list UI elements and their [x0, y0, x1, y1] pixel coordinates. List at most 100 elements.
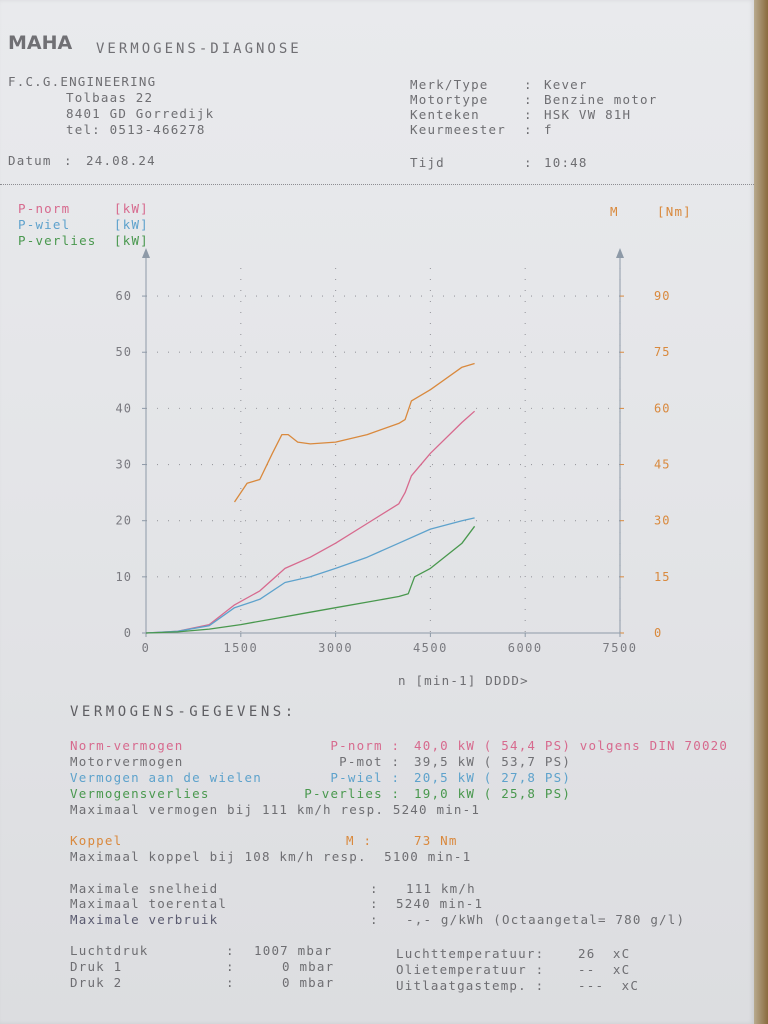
cond-label-oiltemp: Olietemperatuur : — [396, 962, 545, 977]
cond-colon: : — [226, 959, 235, 974]
y-tick-label-right: 30 — [654, 514, 670, 528]
cond-value-airtemp: 26 xC — [578, 946, 631, 961]
legend-torque-name: M — [610, 204, 619, 219]
chart-axes — [142, 248, 624, 634]
vehicle-colon: : — [524, 92, 533, 107]
vehicle-label-plate: Kenteken — [410, 107, 480, 122]
y-tick-label-right: 45 — [654, 458, 670, 472]
vehicle-value-make: Kever — [544, 77, 588, 92]
cond-colon: : — [226, 975, 235, 990]
y-axis-left-arrow — [142, 248, 150, 258]
y-tick-label-right: 60 — [654, 401, 670, 415]
koppel-value: 73 Nm — [414, 833, 458, 848]
vehicle-value-inspector: f — [544, 122, 553, 137]
max-power-line: Maximaal vermogen bij 111 km/h resp. 524… — [70, 802, 481, 817]
cond-label-pressure2: Druk 2 — [70, 975, 123, 990]
power-torque-chart: 0 10 20 30 40 50 60 0 15 30 45 60 75 90 0 1500 3000 4500 6… — [116, 248, 670, 655]
legend-pwiel-name: P-wiel — [18, 217, 71, 232]
paper-edge — [754, 0, 768, 1024]
x-tick-label: 1500 — [223, 641, 258, 655]
vehicle-value-engine: Benzine motor — [544, 92, 658, 107]
koppel-key: M : — [346, 833, 373, 848]
date-value: 24.08.24 — [86, 153, 156, 168]
chart-ticks: 0 10 20 30 40 50 60 0 15 30 45 60 75 90 0 1500 3000 4500 6… — [116, 289, 670, 655]
x-tick-label: 3000 — [318, 641, 353, 655]
brand-logo: MAHA — [8, 32, 73, 54]
company-city: 8401 GD Gorredijk — [66, 106, 215, 121]
extra-label-speed: Maximale snelheid — [70, 881, 219, 896]
extra-label-consumption: Maximale verbruik — [70, 912, 219, 927]
cond-label-airpressure: Luchtdruk — [70, 943, 149, 958]
vehicle-colon: : — [524, 122, 533, 137]
result-key: P-verlies : — [304, 786, 401, 801]
vehicle-label-make: Merk/Type — [410, 77, 489, 92]
result-value: 19,0 kW ( 25,8 PS) — [414, 786, 572, 801]
chart-grid — [146, 268, 621, 633]
date-colon: : — [64, 153, 73, 168]
koppel-label: Koppel — [70, 833, 123, 848]
vehicle-colon: : — [524, 107, 533, 122]
series-line-p-wiel — [145, 517, 475, 634]
vehicle-colon: : — [524, 77, 533, 92]
extra-value-speed: 111 km/h — [406, 881, 476, 896]
time-label: Tijd — [410, 155, 445, 170]
legend-pnorm-name: P-norm — [18, 201, 71, 216]
y-tick-label-left: 0 — [124, 626, 132, 640]
y-axis-right-arrow — [616, 248, 624, 258]
result-label: Vermogen aan de wielen — [70, 770, 262, 785]
result-value: 39,5 kW ( 53,7 PS) — [414, 754, 572, 769]
x-tick-label: 6000 — [508, 641, 543, 655]
series-line-p-norm — [145, 410, 476, 634]
y-tick-label-right: 15 — [654, 570, 670, 584]
x-tick-label: 0 — [142, 641, 151, 655]
cond-value-airpressure: 1007 mbar — [254, 943, 333, 958]
results-section-title: VERMOGENS-GEGEVENS: — [70, 704, 297, 720]
vehicle-value-plate: HSK VW 81H — [544, 107, 632, 122]
result-label: Norm-vermogen — [70, 738, 184, 753]
cond-label-airtemp: Luchttemperatuur: — [396, 946, 545, 961]
x-tick-label: 4500 — [413, 641, 448, 655]
y-tick-label-left: 20 — [116, 514, 132, 528]
extra-colon: : — [370, 881, 379, 896]
series-line-m — [233, 362, 475, 503]
x-axis-label: n [min-1] DDDD> — [398, 673, 529, 688]
extra-value-rpm: 5240 min-1 — [396, 896, 484, 911]
y-tick-label-left: 10 — [116, 570, 132, 584]
y-tick-label-right: 90 — [654, 289, 670, 303]
result-label: Vermogensverlies — [70, 786, 210, 801]
cond-value-pressure1: 0 mbar — [282, 959, 335, 974]
x-tick-label: 7500 — [603, 641, 638, 655]
legend-torque-unit: [Nm] — [657, 204, 692, 219]
cond-value-oiltemp: -- xC — [578, 962, 631, 977]
page-title: VERMOGENS-DIAGNOSE — [96, 41, 302, 57]
extra-label-rpm: Maximaal toerental — [70, 896, 228, 911]
y-tick-label-right: 75 — [654, 345, 670, 359]
result-value: 40,0 kW ( 54,4 PS) volgens DIN 70020 — [414, 738, 729, 753]
result-key: P-mot : — [339, 754, 401, 769]
y-tick-label-right: 0 — [654, 626, 662, 640]
result-key: P-wiel : — [330, 770, 401, 785]
company-name: F.C.G.ENGINEERING — [8, 74, 157, 89]
y-tick-label-left: 60 — [116, 289, 132, 303]
result-value: 20,5 kW ( 27,8 PS) — [414, 770, 572, 785]
extra-value-consumption: -,- g/kWh (Octaangetal= 780 g/l) — [406, 912, 686, 927]
date-label: Datum — [8, 153, 52, 168]
legend-pwiel-unit: [kW] — [114, 217, 149, 232]
cond-colon: : — [226, 943, 235, 958]
legend-pverlies-unit: [kW] — [114, 233, 149, 248]
chart-series — [145, 362, 476, 634]
extra-colon: : — [370, 896, 379, 911]
y-tick-label-left: 30 — [116, 458, 132, 472]
extra-colon: : — [370, 912, 379, 927]
cond-value-pressure2: 0 mbar — [282, 975, 335, 990]
vehicle-label-engine: Motortype — [410, 92, 489, 107]
header-divider — [0, 184, 754, 185]
cond-value-exhausttemp: --- xC — [578, 978, 640, 993]
vehicle-label-inspector: Keurmeester — [410, 122, 506, 137]
cond-label-exhausttemp: Uitlaatgastemp. : — [396, 978, 545, 993]
legend-pverlies-name: P-verlies — [18, 233, 97, 248]
cond-label-pressure1: Druk 1 — [70, 959, 123, 974]
time-value: 10:48 — [544, 155, 588, 170]
company-street: Tolbaas 22 — [66, 90, 154, 105]
company-phone: tel: 0513-466278 — [66, 122, 206, 137]
